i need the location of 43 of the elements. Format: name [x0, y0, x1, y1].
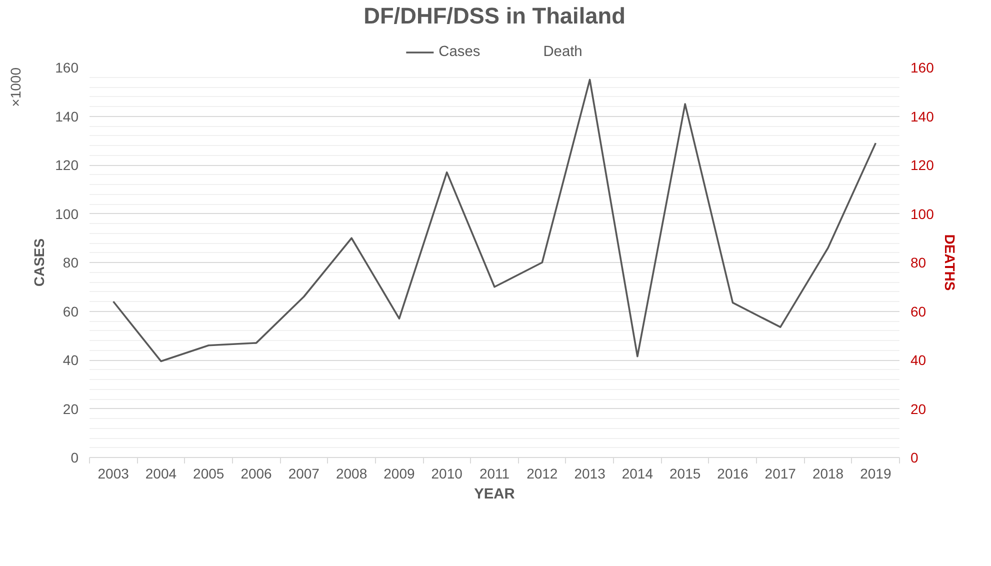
line-series — [112, 78, 877, 362]
x-tick-label: 2017 — [764, 466, 796, 482]
y-tick-label: 60 — [62, 303, 79, 320]
x-tick-label: 2019 — [860, 466, 892, 482]
y-tick-label: 80 — [62, 254, 79, 270]
x-tick-label: 2018 — [812, 466, 844, 482]
x-tick-label: 2014 — [622, 466, 654, 482]
x-tick-label: 2015 — [670, 466, 701, 482]
y-tick-label: 40 — [62, 352, 79, 368]
y2-tick-label: 120 — [910, 157, 934, 173]
y-tick-label: 0 — [70, 450, 79, 466]
y-axis-title: CASES — [31, 238, 48, 287]
x-tick-label: 2003 — [98, 466, 130, 482]
x-tick-label: 2006 — [240, 466, 272, 482]
text: Death — [543, 44, 582, 60]
y-tick-label: 140 — [55, 108, 79, 124]
y2-tick-label: 0 — [910, 450, 918, 466]
y2-tick-label: 100 — [910, 206, 934, 222]
y2-tick-label: 40 — [910, 352, 926, 368]
legend-label: Cases — [438, 44, 480, 60]
y-tick-label: 160 — [55, 60, 79, 76]
y2-tick-label: 80 — [910, 254, 926, 270]
y-tick-label: 100 — [55, 206, 79, 222]
x-tick-label: 2007 — [288, 466, 320, 482]
x-tick-label: 2013 — [574, 466, 606, 482]
x-tick-label: 2005 — [193, 466, 224, 482]
x-tick-label: 2009 — [384, 466, 415, 482]
text: ×1000 — [8, 67, 24, 107]
x-axis-title: YEAR — [474, 486, 516, 502]
x-tick-label: 2011 — [479, 466, 510, 482]
y2-tick-label: 140 — [910, 108, 934, 124]
y2-axis-title: DEATHS — [942, 234, 958, 291]
x-tick-label: 2004 — [145, 466, 177, 482]
chart-title: DF/DHF/DSS in Thailand — [364, 2, 626, 28]
y2-tick-label: 20 — [910, 400, 926, 417]
y2-tick-label: 160 — [910, 60, 934, 76]
x-tick-label: 2008 — [336, 466, 368, 482]
y-tick-label: 120 — [55, 157, 79, 173]
y-tick-label: 20 — [62, 400, 79, 417]
x-tick-label: 2016 — [717, 466, 749, 482]
y2-tick-label: 60 — [910, 303, 926, 320]
x-tick-label: 2010 — [431, 466, 463, 482]
x-tick-label: 2012 — [526, 466, 558, 482]
